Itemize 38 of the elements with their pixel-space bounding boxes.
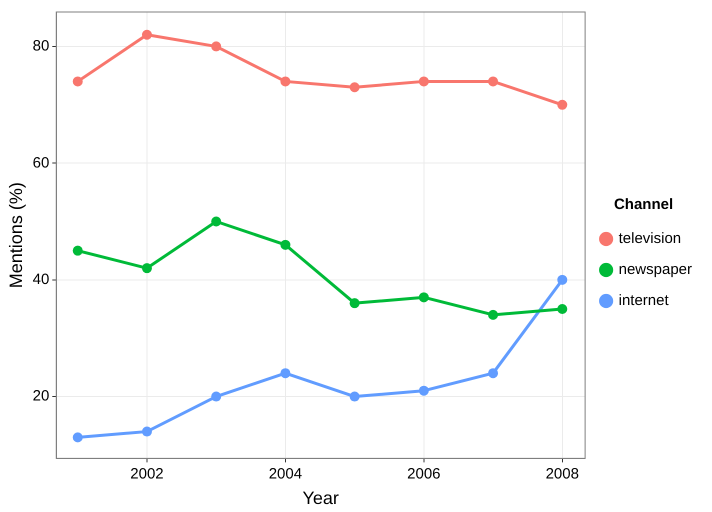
point	[211, 392, 222, 402]
point	[557, 304, 568, 314]
point	[488, 368, 498, 378]
y-tick-label: 20	[32, 388, 50, 405]
point	[211, 216, 222, 226]
point	[418, 76, 429, 86]
point	[72, 246, 83, 256]
point	[72, 76, 83, 86]
point	[280, 240, 290, 250]
y-axis-title: Mentions (%)	[6, 182, 26, 288]
point	[350, 392, 360, 402]
x-tick-label: 2004	[268, 466, 302, 483]
point	[142, 263, 152, 274]
point	[280, 76, 290, 86]
legend-label: internet	[618, 292, 670, 310]
point	[488, 76, 498, 86]
point	[418, 292, 429, 302]
x-tick-label: 2006	[407, 466, 441, 483]
point	[418, 386, 429, 396]
point	[350, 298, 360, 308]
x-axis-title: Year	[302, 488, 339, 508]
point	[211, 41, 222, 52]
point	[280, 368, 290, 378]
legend-label: newspaper	[618, 261, 692, 278]
point	[142, 30, 152, 40]
legend-label: television	[618, 230, 682, 248]
legend-title: Channel	[614, 196, 674, 214]
x-tick-label: 2002	[130, 466, 164, 483]
point	[557, 274, 568, 285]
point	[488, 310, 498, 320]
x-tick-label: 2008	[546, 466, 579, 483]
y-tick-label: 60	[32, 154, 50, 172]
point	[142, 426, 152, 437]
point	[557, 100, 568, 110]
point	[72, 432, 83, 442]
point	[350, 82, 360, 92]
y-tick-label: 80	[32, 38, 50, 55]
y-tick-label: 40	[32, 270, 50, 288]
